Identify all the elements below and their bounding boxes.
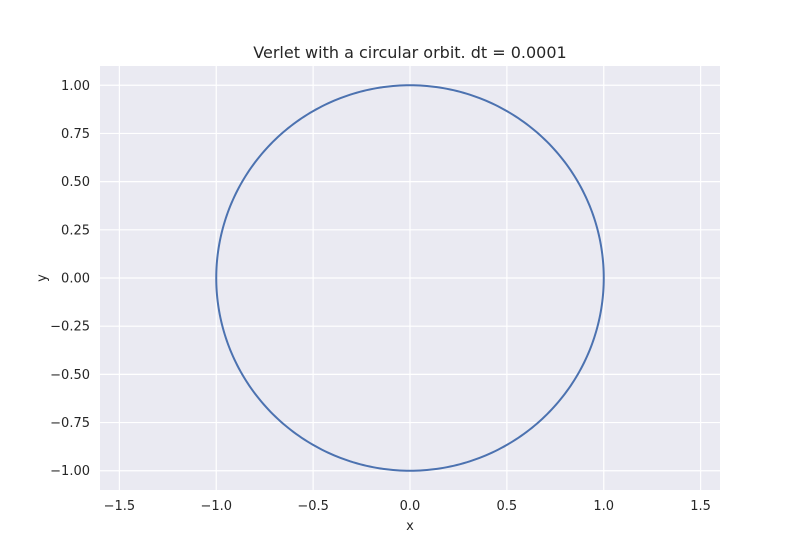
y-tick-label: 1.00 [61,79,90,94]
x-tick-label: 1.5 [690,499,711,514]
x-tick-labels: −1.5 −1.0 −0.5 0.0 0.5 1.0 1.5 [104,499,711,514]
grid-lines [100,66,720,490]
x-tick-label: 0.0 [400,499,421,514]
y-axis-label: y [35,274,50,282]
y-tick-label: 0.50 [61,175,90,190]
x-axis-label: x [406,519,414,534]
x-tick-label: 0.5 [497,499,518,514]
x-tick-label: −1.0 [200,499,232,514]
x-tick-label: −1.5 [104,499,136,514]
series-layer [215,84,605,472]
chart-title: Verlet with a circular orbit. dt = 0.000… [253,43,566,62]
y-tick-label: 0.25 [61,223,90,238]
y-tick-labels: 1.00 0.75 0.50 0.25 0.00 −0.25 −0.50 −0.75 −1.00 [50,79,90,479]
y-tick-label: 0.75 [61,127,90,142]
y-tick-label: −0.50 [50,368,90,383]
orbit-series-line [215,84,605,472]
x-tick-label: 1.0 [593,499,614,514]
y-tick-label: −1.00 [50,464,90,479]
x-tick-label: −0.5 [297,499,329,514]
y-tick-label: −0.25 [50,320,90,335]
y-tick-label: 0.00 [61,272,90,287]
y-tick-label: −0.75 [50,416,90,431]
